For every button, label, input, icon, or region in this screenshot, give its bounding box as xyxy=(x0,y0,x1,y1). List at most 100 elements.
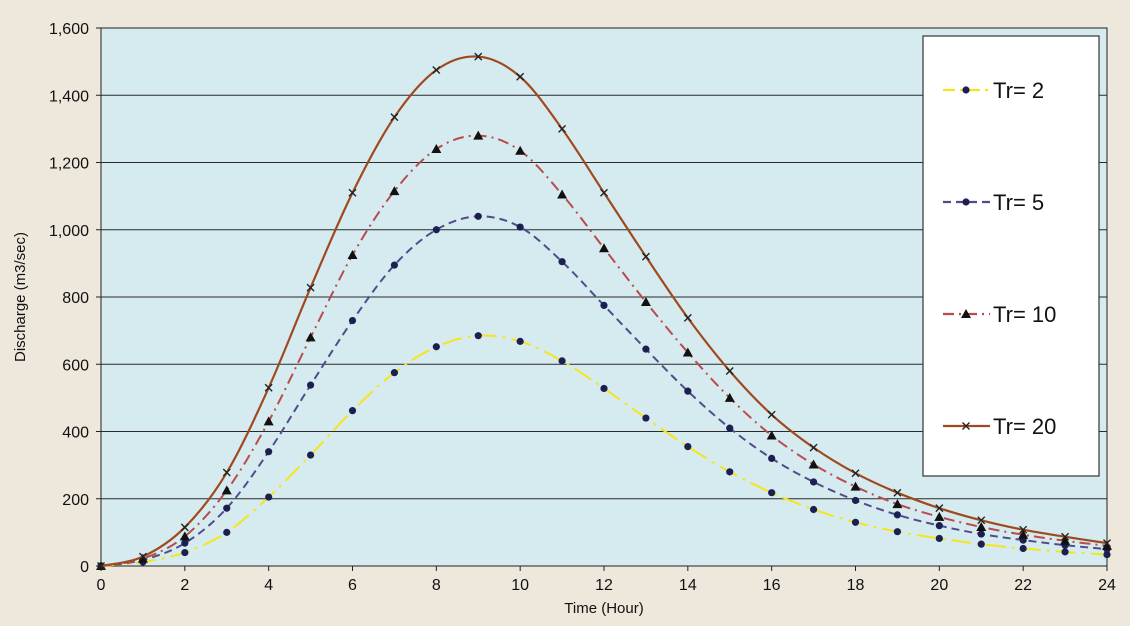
x-tick-label: 0 xyxy=(97,577,106,594)
series-2-point xyxy=(348,316,357,325)
series-4-point xyxy=(222,468,231,477)
x-tick-label: 24 xyxy=(1098,577,1116,594)
series-3-point xyxy=(892,499,903,509)
series-1-point xyxy=(768,489,776,497)
series-1-point xyxy=(558,357,566,365)
series-4-point xyxy=(180,523,189,532)
series-2-point xyxy=(851,496,860,505)
series-2-point xyxy=(935,522,943,530)
x-tick-labels: 0 2 4 6 8 10 12 14 16 18 20 22 24 xyxy=(97,577,1116,594)
series-1-point xyxy=(935,534,943,543)
series-4-point xyxy=(432,66,441,75)
series-2-point xyxy=(684,387,692,395)
series-4-point xyxy=(893,488,902,497)
x-tick-label: 2 xyxy=(180,577,189,594)
series-2-point xyxy=(474,212,482,220)
series-1-point xyxy=(600,384,608,393)
y-tick-label: 1,200 xyxy=(49,156,89,173)
legend-label-4: Tr= 20 xyxy=(993,414,1056,439)
series-3-point xyxy=(557,189,568,199)
series-1-point xyxy=(809,505,818,514)
legend-label-1: Tr= 2 xyxy=(993,78,1044,103)
series-4-point xyxy=(558,124,567,133)
series-3-point xyxy=(724,392,735,402)
series-1-point xyxy=(181,548,189,557)
series-2-point xyxy=(558,258,566,266)
series-4-point xyxy=(474,52,483,61)
series-2-point xyxy=(768,454,776,462)
series-3-point xyxy=(221,485,232,495)
series-1-point xyxy=(306,451,315,459)
series-1-point xyxy=(390,369,399,377)
legend-marker-2 xyxy=(962,198,970,206)
series-2-point xyxy=(223,504,231,512)
series-2-point xyxy=(977,530,985,538)
series-1-point xyxy=(474,332,482,340)
series-2-point xyxy=(432,226,440,234)
y-tick-label: 200 xyxy=(62,492,89,509)
series-1-point xyxy=(1061,548,1069,556)
series-3-point xyxy=(389,186,400,196)
series-4-point xyxy=(851,469,860,478)
x-tick-label: 14 xyxy=(679,577,697,594)
x-tick-label: 6 xyxy=(348,577,357,594)
series-4-point xyxy=(516,72,525,81)
series-1-point xyxy=(893,528,902,536)
series-4-point xyxy=(1103,539,1111,548)
y-tick-label: 1,400 xyxy=(49,88,89,105)
x-tick-label: 22 xyxy=(1014,577,1032,594)
legend-marker-1 xyxy=(962,86,970,94)
series-3-point xyxy=(305,332,316,342)
series-1-point xyxy=(1019,544,1027,553)
series-4-point xyxy=(935,504,944,513)
series-2-point xyxy=(893,511,902,519)
series-3-point xyxy=(682,347,693,357)
x-tick-label: 12 xyxy=(595,577,613,594)
series-1-point xyxy=(1103,550,1111,559)
series-1-point xyxy=(432,343,440,351)
legend: Tr= 2 Tr= 5 Tr= 10 Tr= 20 xyxy=(922,35,1100,477)
x-tick-label: 18 xyxy=(847,577,865,594)
series-3-point xyxy=(640,297,651,307)
legend-marker-3 xyxy=(961,309,971,318)
legend-label-3: Tr= 10 xyxy=(993,302,1056,327)
axes xyxy=(96,27,1108,571)
series-3-point xyxy=(808,459,819,469)
series-2-point xyxy=(265,448,273,456)
y-tick-label: 600 xyxy=(62,357,89,374)
series-3-point xyxy=(179,531,190,541)
series-4-point xyxy=(306,283,315,292)
series-3-point xyxy=(599,243,609,253)
series-4-point xyxy=(1061,532,1070,541)
series-3-point xyxy=(137,553,148,563)
series-1-point xyxy=(851,518,860,526)
x-tick-label: 16 xyxy=(763,577,781,594)
series-4-point xyxy=(264,383,273,392)
series-2-point xyxy=(726,424,734,432)
series-3-point xyxy=(515,145,526,155)
y-tick-labels: 0 200 400 600 800 1,000 1,200 1,400 1,600 xyxy=(49,21,89,576)
series-1-point xyxy=(684,443,692,451)
series-1-point xyxy=(516,337,524,345)
series-1-point xyxy=(726,468,734,476)
y-tick-label: 400 xyxy=(62,425,89,442)
y-tick-label: 0 xyxy=(80,559,89,576)
y-axis-label: Discharge (m3/sec) xyxy=(12,232,29,362)
series-3-point xyxy=(1060,535,1071,545)
y-tick-label: 800 xyxy=(62,290,89,307)
series-1-point xyxy=(265,493,273,501)
series-3-point xyxy=(934,511,945,521)
series-4-point xyxy=(390,113,399,122)
series-4-point xyxy=(600,188,608,197)
series-4-point xyxy=(809,443,818,452)
series-1-point xyxy=(223,528,231,536)
series-3-point xyxy=(850,481,861,491)
series-4-point xyxy=(641,252,650,261)
series-4-point xyxy=(138,552,147,561)
series-4-point xyxy=(1019,525,1028,534)
legend-label-2: Tr= 5 xyxy=(993,190,1044,215)
series-2-point xyxy=(642,345,650,353)
series-4-point xyxy=(683,313,692,322)
series-3-point xyxy=(431,144,442,154)
